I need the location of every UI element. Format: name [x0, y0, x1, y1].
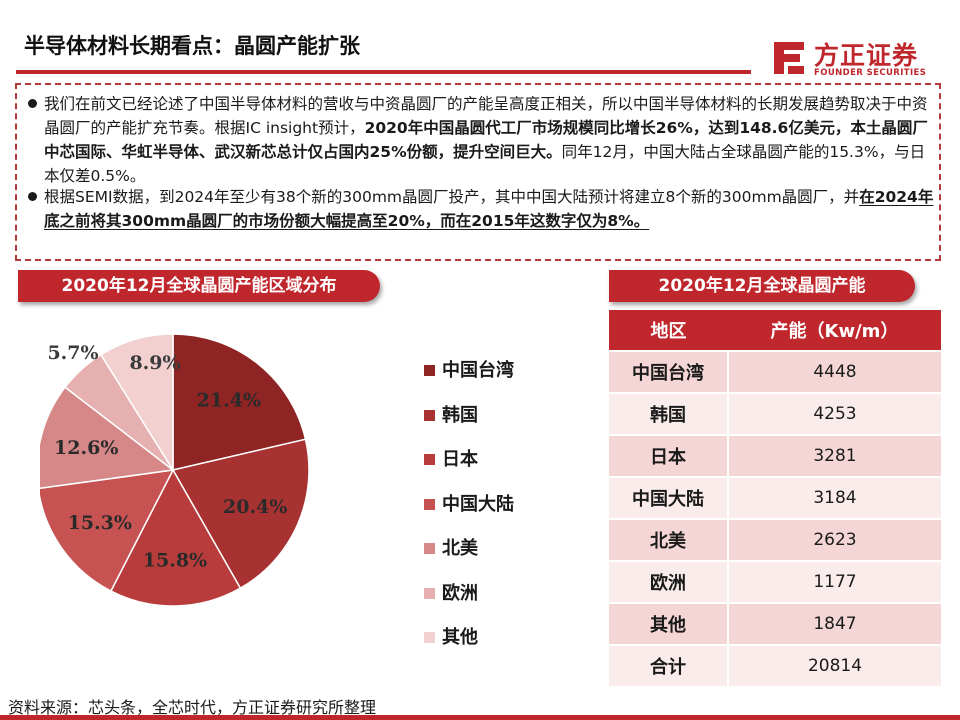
legend-label: 其他 [442, 627, 478, 648]
legend-label: 中国大陆 [442, 493, 514, 515]
pie-slice [109, 468, 242, 607]
legend-label: 欧洲 [442, 582, 478, 604]
table-cell-region: 欧洲 [609, 561, 729, 604]
pie-chart: 21.4% 20.4% 15.8% 15.3% 12.6% 5.7% 8.9% [40, 333, 310, 607]
legend-swatch [424, 454, 435, 465]
pie-slice [171, 438, 310, 590]
table-cell-capacity: 3184 [728, 477, 941, 520]
table-header-region: 地区 [609, 310, 728, 352]
pie-slice [40, 386, 175, 490]
legend-swatch [424, 409, 435, 421]
pie-slice-label: 15.8% [143, 550, 207, 572]
paragraph-1-bold: 2020年中国晶圆代工厂市场规模同比增长26%，达到148.6亿美元，本土晶圆厂… [44, 119, 928, 161]
pie-section-title: 2020年12月全球晶圆产能区域分布 [18, 270, 380, 302]
paragraph-2: 根据SEMI数据，到2024年至少有38个新的300mm晶圆厂投产，其中中国大陆… [44, 185, 934, 233]
brand-name-en: FOUNDER SECURITIES [814, 68, 927, 78]
paragraph-2-text-a: 根据SEMI数据，到2024年至少有38个新的300mm晶圆厂投产，其中中国大陆… [44, 188, 860, 206]
bullet-dot [28, 192, 37, 201]
pie-slice [172, 333, 307, 471]
legend-label: 北美 [442, 538, 478, 559]
footer-bar [0, 715, 960, 720]
table-cell-region: 韩国 [609, 393, 729, 436]
source-note: 资料来源：芯头条，全芯时代，方正证券研究所整理 [8, 698, 377, 717]
pie-slice-label: 12.6% [54, 437, 118, 459]
table-cell-region: 中国大陆 [609, 477, 729, 520]
pie-slice-label: 21.4% [197, 390, 261, 412]
table-cell-region: 中国台湾 [609, 351, 729, 394]
table-cell-region: 其他 [609, 603, 729, 646]
brand-logo: 方正证券 FOUNDER SECURITIES [770, 36, 940, 86]
pie-slice-label: 15.3% [68, 512, 132, 534]
table-row: 欧洲 1177 [609, 561, 941, 604]
page-title: 半导体材料长期看点：晶圆产能扩张 [24, 34, 360, 58]
paragraph-1: 我们在前文已经论述了中国半导体材料的营收与中资晶圆厂的产能呈高度正相关，所以中国… [44, 92, 934, 188]
table-row: 中国大陆 3184 [609, 477, 941, 520]
table-row: 韩国 4253 [609, 393, 941, 436]
legend-swatch [424, 587, 435, 599]
table-cell-capacity: 20814 [728, 645, 941, 688]
legend-swatch [424, 365, 435, 376]
bullet-dot [28, 99, 37, 108]
legend-label: 日本 [442, 449, 478, 470]
pie-slice [99, 333, 174, 473]
title-underline [16, 70, 751, 74]
table-row: 中国台湾 4448 [609, 351, 941, 394]
table-header-capacity: 产能（Kw/m） [728, 310, 941, 352]
pie-slice-label: 5.7% [47, 342, 98, 364]
table-header-row: 地区 产能（Kw/m） [609, 310, 941, 352]
founder-logo-icon [774, 42, 804, 74]
table-row: 其他 1847 [609, 603, 941, 646]
table-cell-capacity: 1177 [728, 561, 941, 604]
pie-slice-label: 8.9% [129, 352, 180, 374]
brand-name-cn: 方正证券 [814, 41, 919, 70]
legend-swatch [424, 498, 435, 510]
table-cell-capacity: 4448 [728, 351, 941, 394]
pie-slice [40, 469, 175, 593]
legend-label: 中国台湾 [442, 360, 514, 381]
capacity-table: 地区 产能（Kw/m） 中国台湾 4448 韩国 4253 日本 3281 中国… [609, 310, 941, 688]
table-row: 日本 3281 [609, 435, 941, 478]
table-row: 北美 2623 [609, 519, 941, 562]
table-section-title: 2020年12月全球晶圆产能 [609, 270, 915, 302]
paragraph-1-text-a: 我们在前文已经论述了中国半导体材料的营收与中资晶圆厂的产能呈高度正相关，所以中国… [44, 95, 928, 137]
paragraph-2-bold-underlined: 在2024年底之前将其300mm晶圆厂的市场份额大幅提高至20%，而在2015年… [44, 188, 934, 230]
paragraph-1-text-c: 同年12月，中国大陆占全球晶圆产能的15.3%，与日本仅差0.5%。 [44, 143, 926, 185]
legend-label: 韩国 [442, 404, 478, 426]
table-cell-region: 北美 [609, 519, 729, 562]
table-cell-region: 日本 [609, 435, 729, 478]
table-cell-capacity: 3281 [728, 435, 941, 478]
summary-box [15, 83, 941, 261]
legend-swatch [424, 543, 435, 554]
table-cell-capacity: 1847 [728, 603, 941, 646]
table-cell-region: 合计 [609, 645, 729, 688]
table-cell-capacity: 4253 [728, 393, 941, 436]
table-row: 合计 20814 [609, 645, 941, 688]
table-cell-capacity: 2623 [728, 519, 941, 562]
pie-slice-label: 20.4% [223, 496, 287, 518]
legend-swatch [424, 632, 435, 643]
